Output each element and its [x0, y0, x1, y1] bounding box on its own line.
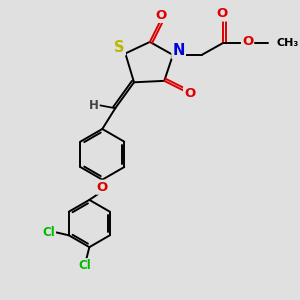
Text: O: O	[97, 181, 108, 194]
Text: S: S	[114, 40, 125, 55]
Text: O: O	[242, 35, 253, 48]
Text: O: O	[156, 9, 167, 22]
Text: O: O	[216, 8, 227, 20]
Text: Cl: Cl	[79, 259, 92, 272]
Text: H: H	[89, 99, 99, 112]
Text: N: N	[172, 43, 185, 58]
Text: CH₃: CH₃	[276, 38, 298, 48]
Text: Cl: Cl	[42, 226, 55, 239]
Text: O: O	[184, 87, 195, 100]
